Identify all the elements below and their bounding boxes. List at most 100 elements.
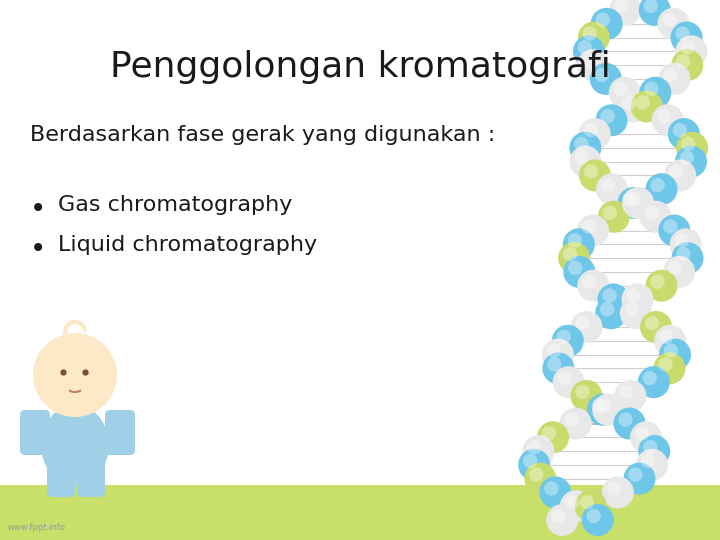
Circle shape: [617, 91, 649, 123]
Circle shape: [518, 449, 550, 481]
Circle shape: [544, 481, 559, 496]
Circle shape: [636, 95, 650, 110]
Circle shape: [570, 146, 601, 178]
Circle shape: [680, 151, 694, 165]
Circle shape: [577, 269, 609, 302]
Circle shape: [640, 201, 672, 233]
Text: •: •: [30, 235, 46, 263]
Circle shape: [670, 22, 703, 53]
Circle shape: [595, 12, 610, 27]
Circle shape: [582, 504, 613, 536]
Circle shape: [614, 380, 647, 412]
Circle shape: [582, 26, 597, 40]
Circle shape: [600, 302, 614, 316]
Circle shape: [639, 77, 671, 109]
Circle shape: [542, 353, 575, 384]
Circle shape: [657, 8, 690, 40]
Circle shape: [663, 219, 678, 234]
Circle shape: [614, 0, 629, 13]
Circle shape: [626, 288, 641, 302]
Circle shape: [650, 178, 665, 192]
Ellipse shape: [41, 405, 109, 485]
Circle shape: [671, 49, 703, 81]
Circle shape: [658, 357, 672, 372]
Circle shape: [547, 357, 562, 372]
Circle shape: [654, 325, 686, 357]
Circle shape: [577, 22, 610, 53]
Text: Liquid chromatography: Liquid chromatography: [58, 235, 317, 255]
Circle shape: [546, 504, 578, 536]
Circle shape: [658, 214, 690, 247]
Circle shape: [523, 435, 554, 467]
Circle shape: [603, 206, 617, 220]
Circle shape: [664, 343, 678, 358]
Circle shape: [546, 343, 561, 358]
Circle shape: [596, 173, 628, 205]
Circle shape: [630, 421, 662, 453]
Circle shape: [590, 63, 622, 95]
Circle shape: [602, 476, 634, 509]
Circle shape: [609, 77, 641, 109]
Circle shape: [668, 261, 683, 275]
Circle shape: [577, 49, 609, 81]
Circle shape: [613, 408, 646, 440]
Circle shape: [652, 104, 684, 136]
Circle shape: [592, 399, 606, 413]
Circle shape: [537, 421, 569, 453]
Circle shape: [527, 440, 541, 454]
Circle shape: [662, 12, 677, 27]
FancyBboxPatch shape: [77, 455, 105, 497]
Circle shape: [621, 284, 654, 315]
Circle shape: [654, 353, 685, 384]
Circle shape: [646, 173, 678, 205]
Circle shape: [663, 256, 695, 288]
Circle shape: [582, 274, 597, 289]
Circle shape: [624, 463, 655, 495]
Circle shape: [541, 426, 556, 441]
Circle shape: [575, 384, 590, 399]
Circle shape: [675, 146, 707, 178]
Circle shape: [567, 233, 582, 247]
Circle shape: [645, 316, 660, 330]
Circle shape: [644, 206, 659, 220]
Circle shape: [645, 269, 678, 302]
Circle shape: [575, 137, 589, 151]
Circle shape: [557, 329, 571, 344]
Circle shape: [641, 454, 655, 468]
Circle shape: [558, 242, 590, 274]
Circle shape: [539, 476, 572, 509]
Circle shape: [681, 137, 696, 151]
Circle shape: [643, 440, 657, 454]
Circle shape: [523, 454, 537, 468]
Circle shape: [644, 82, 659, 96]
Circle shape: [664, 159, 696, 191]
Circle shape: [557, 371, 572, 386]
Circle shape: [680, 40, 695, 55]
Circle shape: [595, 297, 627, 329]
Text: •: •: [30, 195, 46, 223]
Circle shape: [618, 187, 649, 219]
Circle shape: [638, 435, 670, 467]
Circle shape: [638, 366, 670, 398]
Circle shape: [620, 297, 652, 329]
Circle shape: [584, 164, 598, 179]
Circle shape: [579, 159, 611, 191]
Text: Gas chromatography: Gas chromatography: [58, 195, 292, 215]
Circle shape: [563, 247, 577, 261]
Circle shape: [564, 495, 579, 509]
Circle shape: [659, 329, 673, 344]
FancyBboxPatch shape: [47, 455, 75, 497]
Circle shape: [598, 284, 629, 315]
FancyBboxPatch shape: [20, 410, 50, 455]
Circle shape: [564, 413, 579, 427]
Circle shape: [600, 109, 615, 124]
Circle shape: [559, 408, 592, 440]
Circle shape: [597, 399, 611, 413]
Circle shape: [676, 132, 708, 164]
Circle shape: [625, 302, 639, 316]
Circle shape: [629, 468, 643, 482]
FancyBboxPatch shape: [0, 485, 720, 540]
Circle shape: [529, 468, 544, 482]
Circle shape: [609, 0, 642, 26]
Circle shape: [570, 311, 603, 343]
